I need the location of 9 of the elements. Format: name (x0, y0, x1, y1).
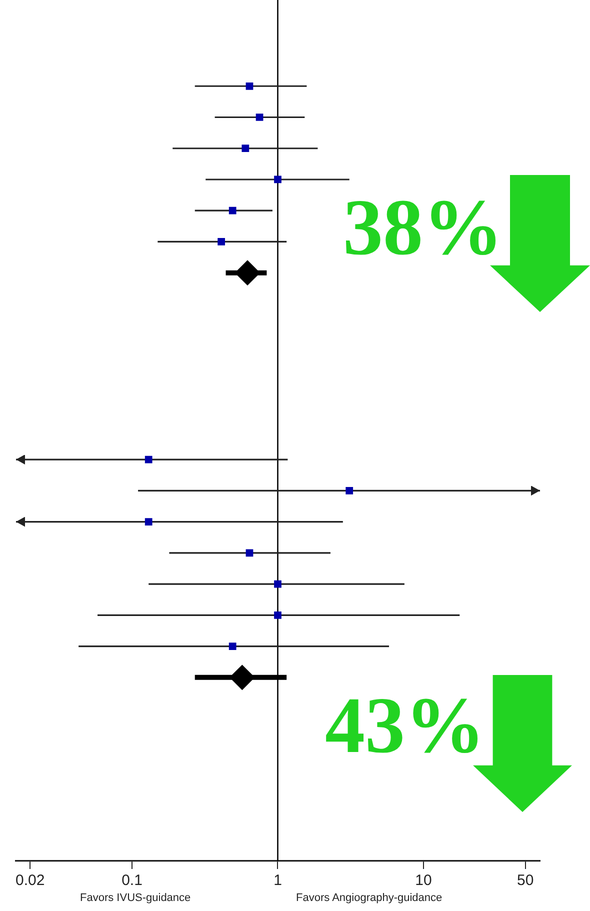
text: Favors IVUS-guidance (80, 892, 191, 904)
x-tick-label: 10 (415, 872, 432, 890)
text: Favors Angiography-guidance (296, 892, 442, 904)
x-tick-label: 1 (274, 872, 282, 890)
x-tick-label: 50 (517, 872, 534, 890)
annotation: 43% (325, 682, 485, 770)
x-tick-label: 0.1 (122, 872, 142, 890)
annotation: 38% (343, 184, 503, 272)
x-tick-label: 0.02 (16, 872, 45, 890)
